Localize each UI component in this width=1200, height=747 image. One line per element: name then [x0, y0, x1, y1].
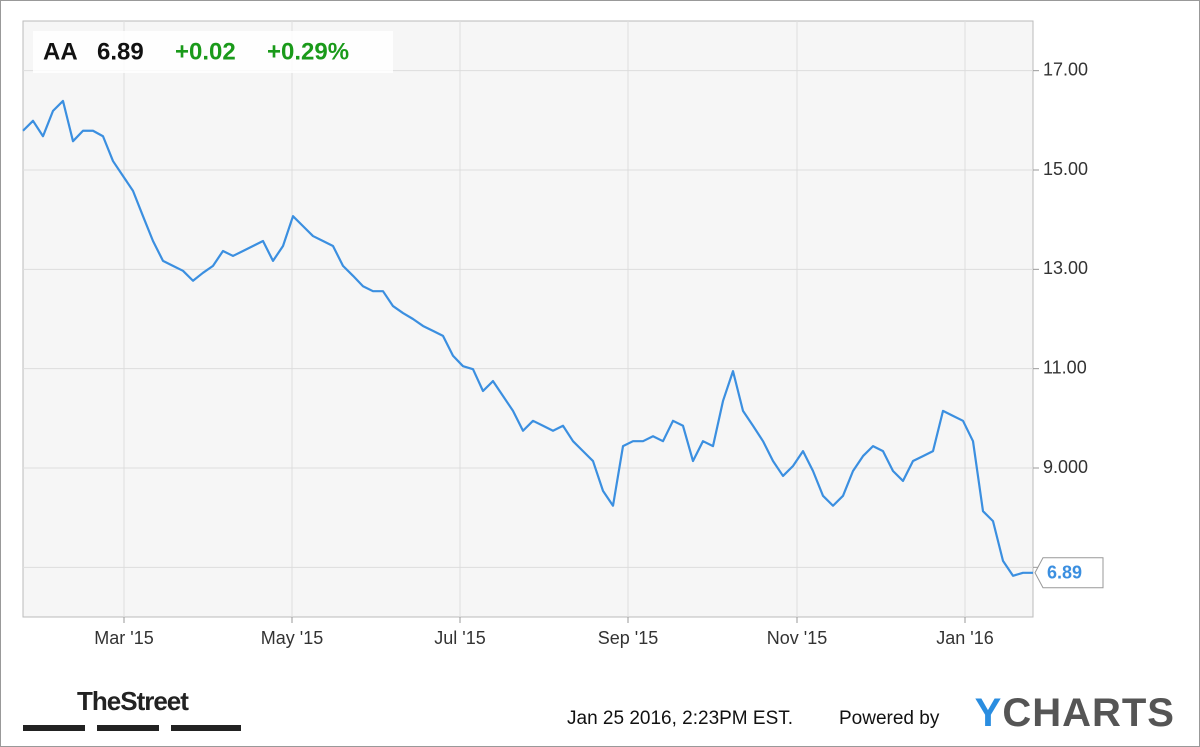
logo-bar — [97, 725, 159, 731]
x-tick-label: Sep '15 — [598, 628, 659, 648]
header-box — [33, 31, 393, 73]
source-logo: TheStreet — [77, 686, 189, 716]
brand-logo: YCHARTS — [974, 691, 1175, 735]
y-tick-label: 15.00 — [1043, 159, 1088, 179]
y-tick-label: 9.000 — [1043, 457, 1088, 477]
ticker: AA — [43, 38, 78, 65]
logo-bar — [23, 725, 85, 731]
x-tick-label: Jul '15 — [434, 628, 485, 648]
powered-by: Powered by — [839, 708, 940, 729]
last-value-box — [1034, 557, 1104, 589]
change: +0.02 — [175, 38, 236, 65]
price: 6.89 — [97, 38, 144, 65]
x-tick-label: May '15 — [261, 628, 323, 648]
logo-bar — [171, 725, 241, 731]
y-tick-label: 13.00 — [1043, 258, 1088, 278]
plot-area — [22, 20, 1034, 618]
change-pct: +0.29% — [267, 38, 349, 65]
y-tick-label: 17.00 — [1043, 59, 1088, 79]
x-tick-label: Jan '16 — [936, 628, 993, 648]
x-tick-label: Nov '15 — [767, 628, 827, 648]
price-line — [22, 99, 1033, 577]
y-tick-label: 11.00 — [1043, 357, 1087, 377]
timestamp: Jan 25 2016, 2:23PM EST. — [567, 708, 793, 729]
last-value-label: 6.89 — [1047, 563, 1082, 583]
x-tick-label: Mar '15 — [94, 628, 153, 648]
